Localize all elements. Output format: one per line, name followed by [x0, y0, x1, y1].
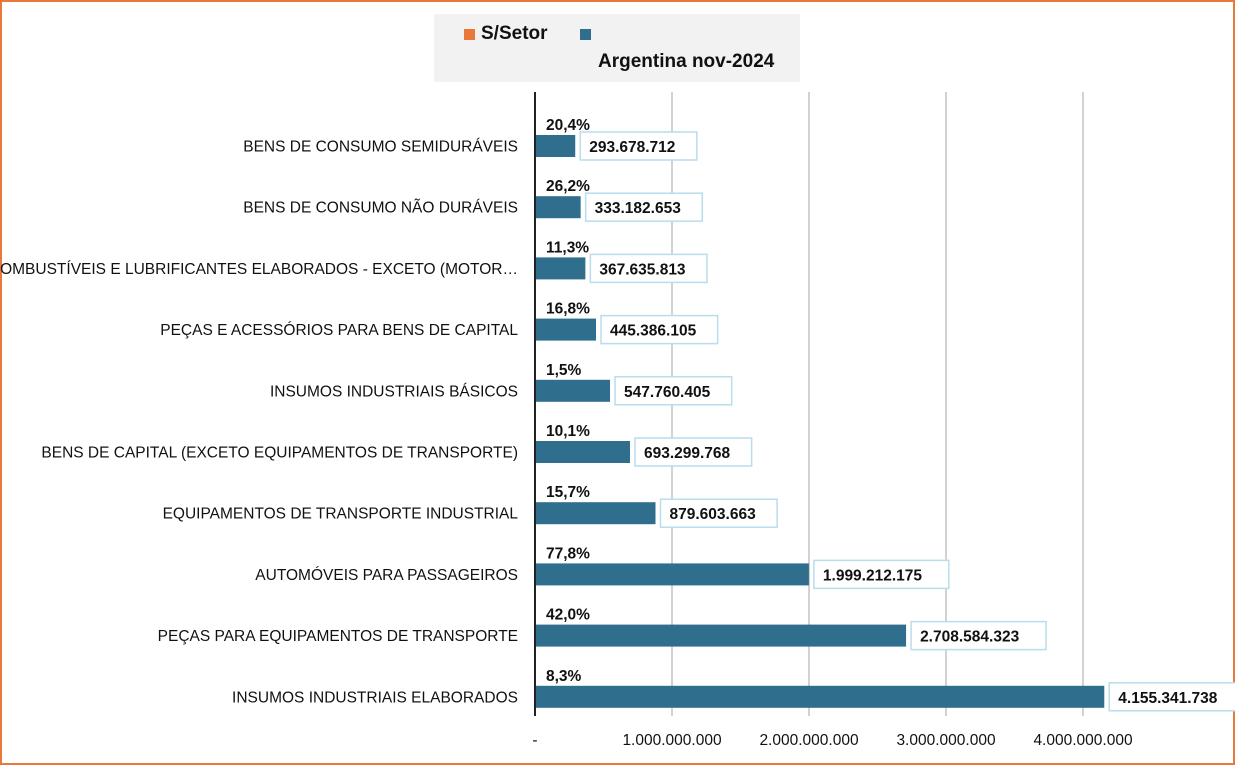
category-label-9: INSUMOS INDUSTRIAIS ELABORADOS	[232, 689, 518, 706]
value-label-box-5	[634, 437, 753, 467]
pct-label-4: 1,5%	[546, 362, 582, 379]
value-label-box-0	[579, 131, 698, 161]
category-label-2: COMBUSTÍVEIS E LUBRIFICANTES ELABORADOS …	[0, 261, 518, 278]
value-label-3: 445.386.105	[610, 323, 697, 340]
legend: S/Setor Argentina nov-2024	[434, 14, 800, 82]
value-label-box-7	[813, 559, 950, 590]
bar-5	[535, 441, 630, 463]
value-label-box-3	[600, 314, 719, 345]
category-label-7: AUTOMÓVEIS PARA PASSAGEIROS	[255, 567, 518, 584]
value-label-4: 547.760.405	[624, 384, 711, 401]
category-label-5: BENS DE CAPITAL (EXCETO EQUIPAMENTOS DE …	[41, 445, 518, 462]
category-label-3: PEÇAS E ACESSÓRIOS PARA BENS DE CAPITAL	[160, 322, 518, 339]
category-label-1: BENS DE CONSUMO NÃO DURÁVEIS	[243, 200, 518, 217]
legend-swatch-s-setor	[464, 29, 475, 40]
pct-label-8: 42,0%	[546, 607, 590, 624]
value-label-box-1	[584, 192, 704, 222]
value-label-8: 2.708.584.323	[920, 629, 1020, 646]
value-label-box-4	[614, 376, 733, 406]
value-label-box-9	[1108, 682, 1235, 712]
x-tick-label-2: 2.000.000.000	[759, 732, 859, 749]
value-label-5: 693.299.768	[644, 445, 731, 462]
bar-4	[535, 379, 611, 402]
value-label-box-2	[589, 253, 708, 284]
bar-0	[535, 135, 576, 157]
legend-label-argentina: Argentina nov-2024	[598, 51, 775, 72]
value-label-9: 4.155.341.738	[1118, 690, 1218, 707]
pct-label-2: 11,3%	[546, 239, 589, 256]
bar-6	[535, 502, 656, 525]
pct-label-6: 15,7%	[546, 484, 590, 501]
value-label-2: 367.635.813	[599, 261, 686, 278]
bar-3	[535, 318, 597, 341]
pct-label-7: 77,8%	[546, 545, 590, 562]
value-label-0: 293.678.712	[589, 139, 675, 156]
category-label-4: INSUMOS INDUSTRIAIS BÁSICOS	[270, 383, 518, 400]
value-label-box-6	[659, 498, 778, 528]
pct-label-3: 16,8%	[546, 301, 590, 318]
value-label-6: 879.603.663	[670, 506, 757, 523]
pct-label-9: 8,3%	[546, 668, 582, 685]
category-label-8: PEÇAS PARA EQUIPAMENTOS DE TRANSPORTE	[158, 628, 518, 645]
value-label-box-8	[910, 620, 1047, 651]
pct-label-0: 20,4%	[546, 117, 590, 134]
pct-label-1: 26,2%	[546, 178, 590, 195]
value-label-1: 333.182.653	[595, 200, 682, 217]
bar-9	[535, 685, 1105, 708]
value-label-7: 1.999.212.175	[823, 567, 923, 584]
x-tick-label-0: -	[532, 732, 537, 749]
x-tick-label-4: 4.000.000.000	[1033, 732, 1133, 749]
bar-1	[535, 196, 581, 219]
category-label-0: BENS DE CONSUMO SEMIDURÁVEIS	[243, 139, 518, 156]
pct-label-5: 10,1%	[546, 423, 590, 440]
bar-2	[535, 257, 586, 280]
bar-8	[535, 624, 907, 647]
x-tick-label-1: 1.000.000.000	[622, 732, 722, 749]
bar-7	[535, 563, 809, 586]
category-label-6: EQUIPAMENTOS DE TRANSPORTE INDUSTRIAL	[163, 506, 519, 523]
legend-label-s-setor: S/Setor	[481, 23, 548, 44]
legend-swatch-argentina	[580, 29, 591, 40]
x-tick-label-3: 3.000.000.000	[896, 732, 996, 749]
